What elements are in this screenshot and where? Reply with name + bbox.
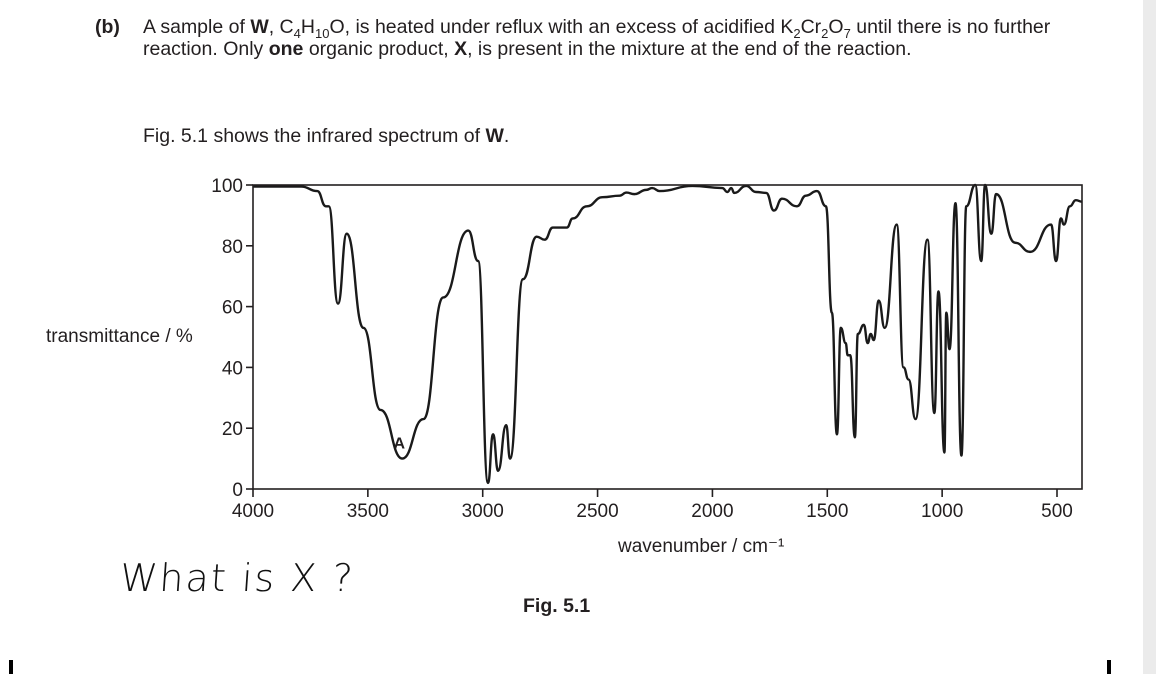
emphasis-one: one [268,38,304,60]
text: O, is heated under reflux with an excess… [329,16,794,38]
text: . [503,125,510,147]
x-tick-label: 3000 [462,501,504,522]
x-tick-label: 1000 [921,501,963,522]
text: H [300,16,315,38]
y-tick-label: 0 [232,480,243,501]
axes: 0 20 40 60 80 100 4000 3500 3000 2500 2000 1500 1000… [211,176,1073,522]
text: , C [268,16,294,38]
text: A sample of [143,16,251,38]
subscript: 2 [821,25,829,41]
x-tick-label: 2000 [691,501,733,522]
page-mark [9,660,13,674]
x-axis-label: wavenumber / cm⁻¹ [617,536,784,557]
subscript: 2 [793,25,801,41]
y-tick-label: 20 [222,419,243,440]
compound-w: W [485,125,504,147]
subscript: 4 [293,25,301,41]
y-tick-label: 80 [222,237,243,258]
x-tick-label: 1500 [806,501,848,522]
handwritten-note: What is X ? [118,556,357,600]
y-axis-label: transmittance / % [46,326,193,347]
compound-w: W [250,16,269,38]
scrollbar-track[interactable] [1143,0,1156,674]
figure-caption: Fig. 5.1 [523,595,591,617]
y-tick-label: 40 [222,358,243,379]
question-text: A sample of W, C4H10O, is heated under r… [143,16,1103,60]
x-tick-label: 4000 [232,501,274,522]
text: Cr [800,16,822,38]
y-tick-label: 100 [211,176,243,197]
y-tick-label: 60 [222,298,243,319]
text: organic product, [303,38,455,60]
plot-frame [252,184,1083,490]
subscript: 10 [314,25,330,41]
x-tick-label: 3500 [347,501,389,522]
text: , is present in the mixture at the end o… [467,38,912,60]
text: O [828,16,844,38]
x-tick-label: 2500 [576,501,618,522]
spectrum-line [253,183,1083,485]
x-tick-label: 500 [1041,501,1073,522]
subscript: 7 [843,25,851,41]
page-mark [1107,660,1111,674]
question-label: (b) [95,16,120,38]
text: until there is no further reaction. Only [143,16,1051,60]
text: Fig. 5.1 shows the infrared spectrum of [143,125,486,147]
compound-x: X [454,38,468,60]
annotation-a: A [394,435,406,452]
figure-intro: Fig. 5.1 shows the infrared spectrum of … [143,125,509,148]
